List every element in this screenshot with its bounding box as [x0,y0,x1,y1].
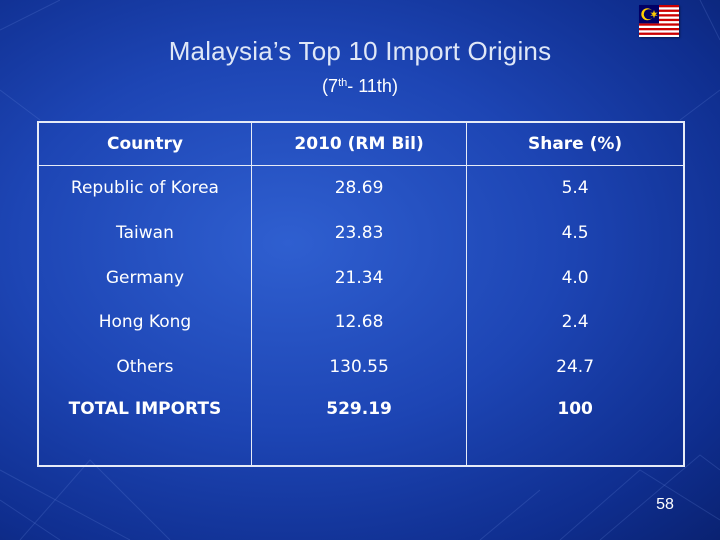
country-cell: Germany [37,255,252,300]
total-value-cell: 529.19 [250,389,468,467]
subtitle-prefix: (7 [322,76,339,96]
share-cell: 4.5 [466,210,685,256]
page-number: 58 [656,496,674,513]
slide-title: Malaysia’s Top 10 Import Origins [168,36,552,66]
value-cell: 130.55 [250,343,468,390]
header-value-2010: 2010 (RM Bil) [250,121,468,166]
table-row: Taiwan 23.83 4.5 [37,210,685,256]
country-cell: Republic of Korea [37,165,252,211]
slide-subtitle: (7th- 11th) [0,76,720,97]
share-cell: 24.7 [466,343,685,390]
header-share: Share (%) [466,121,685,166]
country-cell: Taiwan [37,210,252,256]
table-row: Germany 21.34 4.0 [37,255,685,300]
country-cell: Others [37,343,252,390]
share-cell: 5.4 [466,165,685,211]
table-header-row: Country 2010 (RM Bil) Share (%) [37,121,685,166]
subtitle-suffix: - 11th) [347,76,398,96]
malaysia-flag-icon [639,5,679,37]
country-cell: Hong Kong [37,299,252,344]
total-label-cell: TOTAL IMPORTS [37,389,252,467]
total-share-cell: 100 [466,389,685,467]
value-cell: 12.68 [250,299,468,344]
share-cell: 2.4 [466,299,685,344]
total-row: TOTAL IMPORTS 529.19 100 [37,389,685,467]
value-cell: 28.69 [250,165,468,211]
import-origins-table: Country 2010 (RM Bil) Share (%) Republic… [37,121,685,467]
subtitle-superscript: th [338,77,348,89]
header-country: Country [37,121,252,166]
table-row: Others 130.55 24.7 [37,343,685,390]
value-cell: 23.83 [250,210,468,256]
table-row: Republic of Korea 28.69 5.4 [37,165,685,211]
value-cell: 21.34 [250,255,468,300]
share-cell: 4.0 [466,255,685,300]
table-row: Hong Kong 12.68 2.4 [37,299,685,344]
